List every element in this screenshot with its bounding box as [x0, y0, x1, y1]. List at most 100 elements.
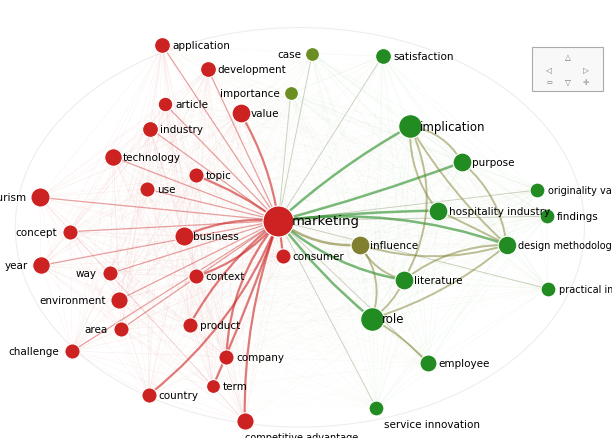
FancyArrowPatch shape: [151, 224, 277, 393]
Point: [378, 53, 387, 60]
Text: application: application: [172, 41, 230, 51]
FancyArrowPatch shape: [412, 127, 461, 161]
Text: value: value: [250, 109, 279, 119]
FancyArrowPatch shape: [281, 217, 504, 244]
FancyArrowPatch shape: [410, 130, 436, 209]
Point: [114, 297, 124, 304]
Text: consumer: consumer: [293, 251, 345, 261]
Point: [35, 194, 45, 201]
Point: [203, 67, 213, 74]
Point: [116, 326, 126, 333]
FancyArrowPatch shape: [198, 223, 277, 276]
FancyArrowPatch shape: [281, 164, 460, 220]
Point: [278, 253, 288, 260]
Point: [145, 126, 155, 133]
Text: use: use: [157, 185, 175, 194]
Point: [142, 186, 152, 193]
Text: implication: implication: [420, 120, 485, 134]
Point: [157, 42, 167, 49]
Point: [191, 273, 201, 280]
FancyArrowPatch shape: [280, 223, 370, 317]
Text: findings: findings: [556, 212, 598, 222]
Text: employee: employee: [438, 359, 490, 368]
FancyArrowPatch shape: [405, 130, 427, 278]
Text: literature: literature: [414, 276, 462, 285]
Point: [502, 242, 512, 249]
Text: topic: topic: [206, 171, 231, 181]
Text: environment: environment: [39, 295, 106, 305]
Text: originality value: originality value: [548, 186, 612, 195]
FancyArrowPatch shape: [281, 223, 357, 246]
FancyArrowPatch shape: [406, 245, 504, 279]
FancyArrowPatch shape: [214, 224, 277, 384]
Text: ▽: ▽: [565, 78, 570, 87]
Point: [424, 360, 433, 367]
Point: [222, 353, 231, 360]
Point: [542, 213, 551, 220]
FancyArrowPatch shape: [242, 116, 278, 219]
Point: [36, 262, 46, 269]
FancyArrowPatch shape: [440, 212, 504, 244]
Text: role: role: [382, 312, 405, 325]
FancyArrowPatch shape: [464, 165, 506, 243]
Point: [240, 418, 250, 425]
Point: [457, 159, 467, 166]
Point: [543, 286, 553, 293]
FancyArrowPatch shape: [375, 320, 427, 361]
Text: technology: technology: [123, 153, 181, 162]
Text: development: development: [218, 65, 286, 75]
Text: competitive advantage: competitive advantage: [245, 432, 358, 438]
Point: [433, 208, 442, 215]
FancyArrowPatch shape: [282, 211, 435, 221]
Text: design methodology approach: design methodology approach: [518, 240, 612, 250]
FancyArrowPatch shape: [411, 129, 505, 244]
Point: [108, 154, 118, 161]
Point: [65, 229, 75, 236]
FancyArrowPatch shape: [279, 224, 283, 254]
FancyArrowPatch shape: [280, 223, 401, 280]
Text: ◁: ◁: [547, 66, 552, 74]
FancyArrowPatch shape: [198, 177, 276, 219]
Text: challenge: challenge: [8, 346, 59, 356]
Text: product: product: [200, 320, 240, 330]
Text: ▷: ▷: [583, 66, 589, 74]
Point: [405, 124, 415, 131]
Text: influence: influence: [370, 240, 418, 250]
Text: purpose: purpose: [472, 158, 514, 168]
FancyArrowPatch shape: [245, 224, 277, 419]
Point: [208, 383, 218, 390]
FancyArrowPatch shape: [362, 246, 504, 257]
FancyArrowPatch shape: [226, 223, 277, 354]
Text: year: year: [4, 261, 28, 271]
Text: service innovation: service innovation: [384, 419, 480, 428]
Text: ✛: ✛: [583, 78, 589, 87]
Point: [532, 187, 542, 194]
Text: area: area: [84, 325, 108, 334]
FancyArrowPatch shape: [375, 247, 505, 318]
Text: context: context: [206, 272, 245, 282]
Point: [67, 348, 77, 355]
Text: case: case: [277, 50, 301, 60]
Point: [371, 405, 381, 412]
Point: [179, 233, 188, 240]
Text: business: business: [193, 232, 239, 241]
Point: [355, 242, 365, 249]
Text: concept: concept: [15, 227, 57, 237]
Text: hospitality industry: hospitality industry: [449, 206, 550, 216]
Text: country: country: [159, 390, 198, 400]
Point: [274, 218, 283, 225]
FancyArrowPatch shape: [280, 128, 408, 219]
FancyBboxPatch shape: [532, 48, 603, 92]
Text: satisfaction: satisfaction: [394, 52, 454, 62]
Point: [185, 321, 195, 328]
FancyArrowPatch shape: [361, 248, 401, 279]
Point: [144, 392, 154, 399]
Point: [191, 173, 201, 180]
Point: [160, 102, 170, 109]
Text: ▭: ▭: [547, 80, 552, 85]
FancyArrowPatch shape: [191, 223, 276, 322]
Text: term: term: [223, 381, 248, 391]
Text: marketing: marketing: [292, 215, 360, 228]
FancyArrowPatch shape: [375, 283, 403, 317]
Text: △: △: [565, 53, 570, 62]
